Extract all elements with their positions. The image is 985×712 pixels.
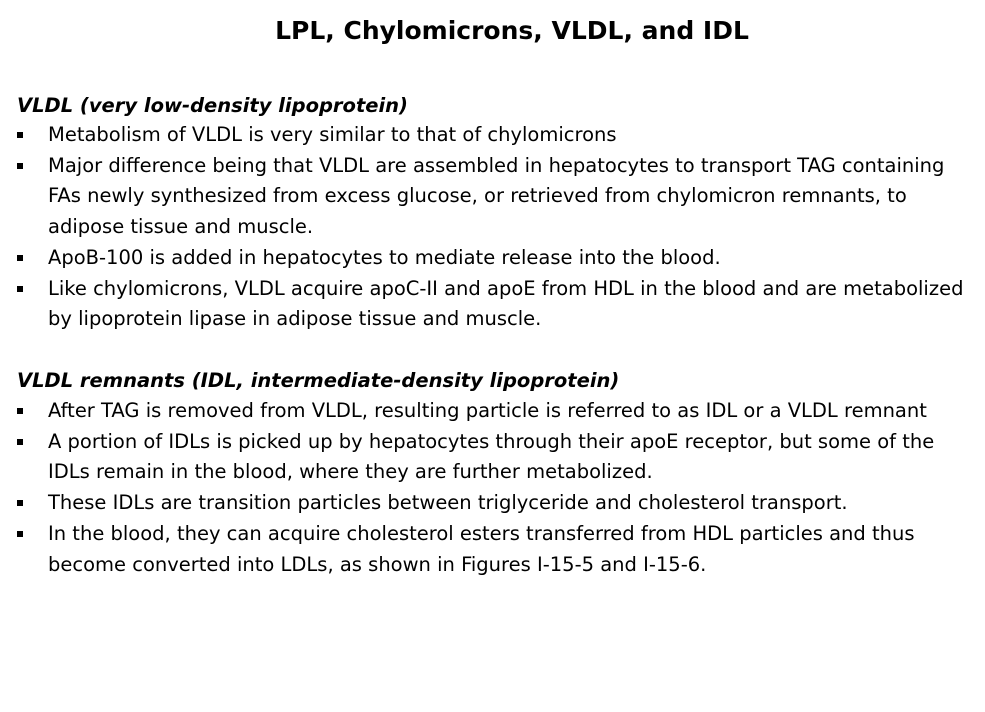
bullet-item: After TAG is removed from VLDL, resultin… — [17, 396, 977, 427]
section-heading-vldl: VLDL (very low-density lipoprotein) — [17, 94, 408, 117]
square-bullet-icon — [17, 438, 23, 445]
bullet-item: ApoB-100 is added in hepatocytes to medi… — [17, 243, 977, 274]
square-bullet-icon — [17, 254, 23, 261]
bullet-text: In the blood, they can acquire cholester… — [48, 521, 915, 576]
square-bullet-icon — [17, 162, 23, 169]
slide-title: LPL, Chylomicrons, VLDL, and IDL — [275, 16, 749, 45]
square-bullet-icon — [17, 132, 23, 138]
bullet-item: A portion of IDLs is picked up by hepato… — [17, 427, 977, 488]
square-bullet-icon — [17, 500, 23, 507]
square-bullet-icon — [17, 285, 23, 292]
bullet-list-vldl: Metabolism of VLDL is very similar to th… — [17, 120, 977, 335]
bullet-text: Major difference being that VLDL are ass… — [48, 153, 945, 239]
square-bullet-icon — [17, 408, 23, 414]
bullet-text: A portion of IDLs is picked up by hepato… — [48, 429, 935, 484]
bullet-list-idl: After TAG is removed from VLDL, resultin… — [17, 396, 977, 580]
bullet-item: Metabolism of VLDL is very similar to th… — [17, 120, 977, 151]
square-bullet-icon — [17, 530, 23, 537]
bullet-item: In the blood, they can acquire cholester… — [17, 519, 977, 580]
bullet-item: These IDLs are transition particles betw… — [17, 488, 977, 519]
bullet-text: ApoB-100 is added in hepatocytes to medi… — [48, 245, 721, 269]
bullet-item: Like chylomicrons, VLDL acquire apoC-II … — [17, 274, 977, 335]
section-heading-idl: VLDL remnants (IDL, intermediate-density… — [17, 369, 620, 392]
bullet-text: These IDLs are transition particles betw… — [48, 491, 848, 515]
bullet-text: Metabolism of VLDL is very similar to th… — [48, 123, 617, 146]
vldl-section: VLDL (very low-density lipoprotein) Meta… — [17, 93, 977, 335]
idl-section: VLDL remnants (IDL, intermediate-density… — [17, 368, 977, 580]
bullet-text: After TAG is removed from VLDL, resultin… — [48, 399, 927, 422]
bullet-text: Like chylomicrons, VLDL acquire apoC-II … — [48, 276, 964, 331]
bullet-item: Major difference being that VLDL are ass… — [17, 151, 977, 243]
